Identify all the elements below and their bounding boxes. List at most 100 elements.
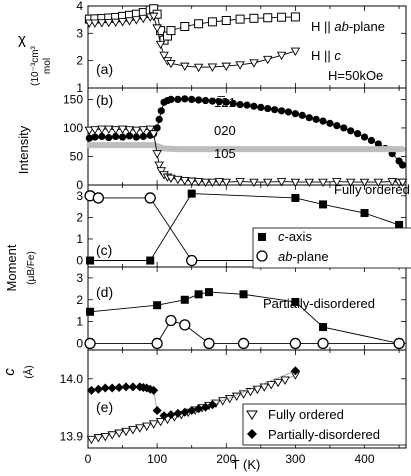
panel-b-series-0-point [374, 140, 382, 148]
panel-b-series-2-point [154, 161, 164, 170]
panel-b-series-2-point [166, 174, 176, 184]
panel-e-series-0-point [128, 426, 138, 435]
panel-e-series-1-point [173, 408, 183, 418]
panel-b-series-0-point [112, 132, 120, 141]
panel-e-yunit: (Å) [22, 365, 35, 378]
panel-d-series-1-point [317, 337, 329, 350]
panel-d-ytick-label: 0 [76, 336, 83, 350]
panel-a-series-1-point [110, 18, 121, 28]
panel-c-series-0-point [86, 256, 95, 265]
panel-e-series-0-point [218, 397, 228, 406]
panel-b-series-0-point [236, 100, 244, 109]
panel-b-series-0-point [305, 114, 313, 122]
panel-b-series-1-band [86, 142, 406, 153]
panel-a-ytick-label: 3 [76, 26, 83, 40]
panel-a-series-1-point [159, 51, 169, 61]
legend-c-label-ab: ab-plane [278, 249, 329, 264]
panel-b-series-0-point [257, 103, 265, 111]
panel-b-series-2-point [290, 178, 301, 188]
legend-c-circle-marker [256, 250, 268, 262]
panel-c-series-0-point [146, 256, 155, 265]
panel-b-series-2-point [173, 175, 183, 185]
panel-b-series-0-point [91, 133, 99, 141]
panel-d-series-0-point [319, 323, 328, 332]
panel-e-series-0-point [86, 435, 97, 445]
panel-b-series-2-point [345, 178, 356, 188]
panel-c-series-0-point [360, 209, 369, 218]
panel-d-series-0-point [204, 288, 213, 297]
panel-b-series-2-point [117, 125, 128, 134]
panel-e-series-1-point [128, 382, 138, 392]
panel-d-series-0-point [291, 297, 300, 306]
panel-b-series-0-point [367, 136, 376, 145]
panel-a-yunit: (10⁻³cm³ mol [30, 45, 53, 85]
panel-b-series-0-point [243, 101, 251, 109]
panel-a-series-1-point [249, 59, 259, 68]
panel-e-series-1-point [149, 385, 159, 395]
panel-e-series-1-point [180, 407, 190, 417]
panel-b-series-2-point [318, 178, 328, 188]
panel-b-series-0-point [208, 97, 217, 105]
panel-e-frame [87, 349, 407, 449]
panel-b-series-0-point [250, 102, 258, 110]
panel-b-series-2-point [235, 178, 245, 187]
xtick-label: 300 [285, 452, 305, 466]
series-label-020: 020 [214, 123, 236, 138]
panel-d-series-1-point [203, 337, 215, 350]
panel-d-series-1-point [179, 319, 191, 331]
panel-a-series-1-point [138, 14, 149, 24]
series-label-105: 105 [214, 146, 236, 161]
panel-b-series-2-point [397, 178, 408, 188]
panel-a-series-1-point [131, 16, 142, 25]
panel-b-series-2-point [207, 178, 218, 188]
panel-d-title: Partially-disordered [263, 296, 375, 311]
panel-b-series-0-point [167, 95, 175, 104]
panel-e-series-1-point [93, 384, 103, 394]
panel-b-series-0-point [181, 95, 189, 103]
panel-e-series-1-point [86, 385, 96, 395]
panel-e-series-0-point [155, 418, 166, 427]
panel-b-series-2-point [124, 126, 135, 135]
field-text: H=50kOe [328, 68, 383, 83]
panel-c-ytick-label: 3 [76, 189, 83, 203]
moment-yunit: (μB/Fe) [26, 251, 37, 285]
legend-c: c-axis ab-plane [252, 227, 411, 269]
panel-e-label: (e) [96, 399, 113, 415]
panel-b-series-0-point [215, 98, 223, 106]
panel-b-series-0-point [340, 124, 348, 132]
legend-e: Fully ordered Partially-disordered [242, 403, 407, 446]
panel-e-series-0-point [107, 431, 117, 440]
panel-a-series-1-point [117, 18, 128, 27]
panel-a-series-1-point [152, 24, 162, 33]
panel-d-series-0-point [153, 301, 162, 310]
panel-a-series-1-point [90, 19, 100, 28]
panel-a-series-1-point [262, 55, 273, 65]
panel-b-series-0-point [319, 117, 327, 125]
panel-d-series-1-point [393, 337, 405, 350]
xtick-label: 200 [216, 452, 236, 466]
panel-b-series-2-point [90, 126, 100, 135]
panel-e-series-0-point [231, 392, 242, 402]
panel-b-series-0-point [157, 107, 165, 115]
panel-e-series-1-point [152, 406, 162, 416]
panel-e-ytick-label: 14.0 [60, 372, 84, 386]
panel-a-series-1-point [155, 40, 166, 50]
panel-b-series-2-point [138, 126, 149, 135]
panel-c-series-0-point [319, 200, 328, 209]
panel-a-series-1-point [235, 61, 245, 70]
panel-b-series-2-point [332, 178, 342, 187]
panel-c-label: (c) [96, 242, 112, 258]
panel-e-series-1-point [207, 400, 217, 410]
panel-d-series-0-point [239, 290, 248, 299]
panel-a-series-1-point [193, 63, 204, 73]
panel-a-series-0-point [180, 22, 190, 31]
panel-b-series-2-point [193, 178, 204, 187]
panel-d-series-0-point [86, 307, 95, 316]
panel-b-series-0-point [132, 133, 140, 141]
panel-b-series-0-point [98, 132, 106, 141]
panel-a-ylabel: χ [18, 31, 26, 48]
panel-b-series-0-point [284, 108, 293, 116]
panel-b-series-0-point [139, 132, 147, 141]
panel-a-series-1-point [290, 47, 301, 57]
